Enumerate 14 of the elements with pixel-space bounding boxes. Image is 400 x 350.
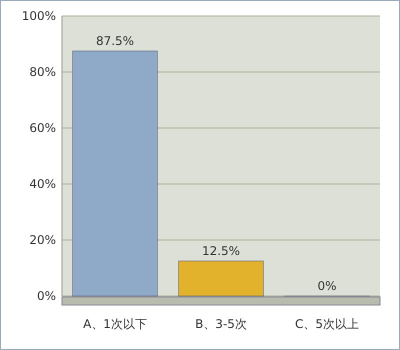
y-tick-label: 20% bbox=[29, 233, 56, 247]
y-tick-label: 100% bbox=[22, 9, 56, 23]
y-tick-label: 0% bbox=[36, 289, 56, 303]
y-tick-label: 40% bbox=[29, 177, 56, 191]
x-tick-label: C、5次以上 bbox=[294, 317, 360, 331]
y-tick-label: 60% bbox=[29, 121, 56, 135]
y-tick-label: 80% bbox=[29, 65, 56, 79]
bar bbox=[72, 50, 158, 296]
data-label: 0% bbox=[317, 279, 337, 293]
data-label: 12.5% bbox=[202, 244, 240, 258]
x-tick-label: A、1次以下 bbox=[83, 317, 147, 331]
x-tick-label: B、3-5次 bbox=[195, 317, 247, 331]
bar bbox=[178, 260, 264, 296]
data-label: 87.5% bbox=[96, 34, 134, 48]
